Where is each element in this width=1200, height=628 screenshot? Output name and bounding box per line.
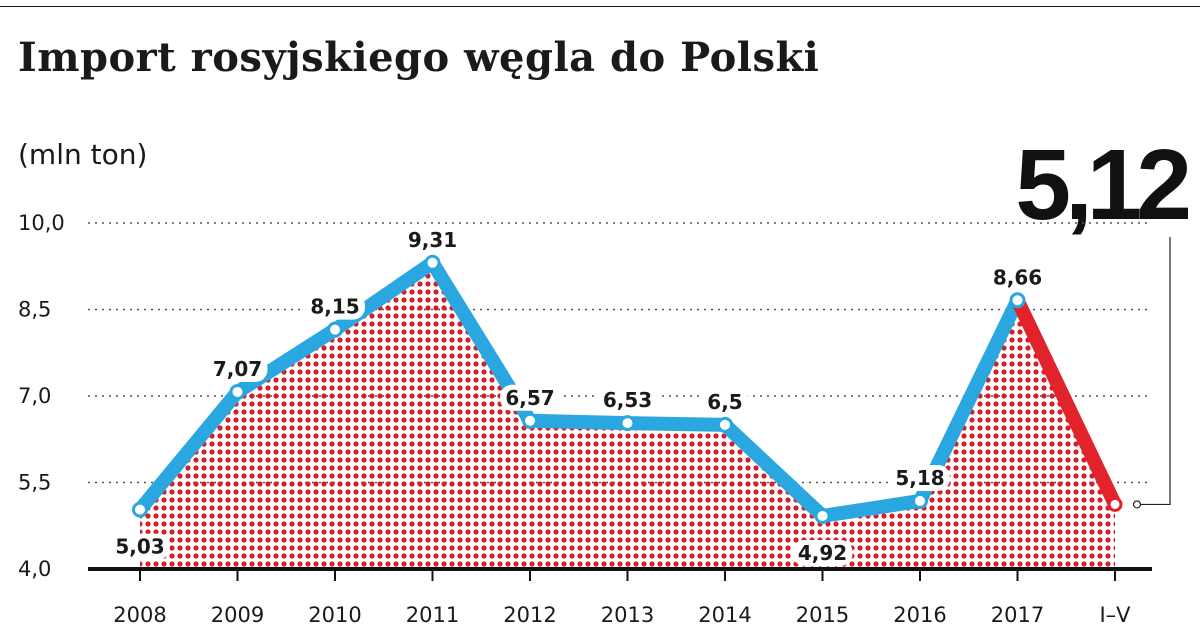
x-tick-label: I–V bbox=[1099, 603, 1131, 627]
y-tick-label: 4,0 bbox=[18, 557, 51, 581]
data-point bbox=[327, 321, 343, 338]
data-label: 8,66 bbox=[993, 265, 1042, 289]
x-tick-label: 2015 bbox=[796, 603, 849, 627]
x-tick-label: 2012 bbox=[503, 603, 556, 627]
x-tick-label: 2009 bbox=[211, 603, 264, 627]
data-label: 6,57 bbox=[505, 386, 554, 410]
data-label: 4,92 bbox=[798, 541, 847, 565]
data-label: 8,15 bbox=[310, 295, 359, 319]
data-point bbox=[1009, 292, 1026, 309]
x-tick-label: 2010 bbox=[308, 603, 361, 627]
data-point bbox=[619, 415, 636, 432]
data-point bbox=[424, 254, 441, 271]
x-tick-label: 2014 bbox=[698, 603, 751, 627]
data-label-bg bbox=[500, 384, 560, 411]
data-point bbox=[717, 416, 733, 433]
series-line bbox=[133, 255, 1025, 523]
x-tick-label: 2013 bbox=[601, 603, 654, 627]
unit-label: (mln ton) bbox=[18, 138, 148, 171]
y-tick-label: 5,5 bbox=[18, 471, 51, 495]
data-label: 7,07 bbox=[213, 357, 262, 381]
x-tick-label: 2016 bbox=[893, 603, 946, 627]
y-tick-label: 10,0 bbox=[18, 211, 65, 235]
data-label: 5,03 bbox=[115, 535, 164, 559]
data-point bbox=[132, 501, 148, 518]
data-label-bg bbox=[597, 387, 658, 414]
callout-dot bbox=[1132, 500, 1142, 509]
y-tick-label: 8,5 bbox=[18, 298, 51, 322]
data-point bbox=[912, 492, 928, 509]
data-point bbox=[1107, 496, 1123, 512]
data-label: 9,31 bbox=[408, 228, 457, 252]
data-label-bg bbox=[110, 533, 170, 560]
data-label-bg bbox=[207, 355, 268, 382]
data-label: 6,5 bbox=[707, 390, 742, 414]
callout-connector bbox=[1137, 237, 1171, 506]
data-point bbox=[522, 412, 538, 429]
x-tick-label: 2017 bbox=[991, 603, 1044, 627]
data-label-bg bbox=[701, 388, 749, 415]
data-label-bg bbox=[890, 464, 950, 491]
x-tick-label: 2011 bbox=[406, 603, 459, 627]
area-fill bbox=[140, 262, 1115, 569]
data-point bbox=[814, 507, 831, 524]
top-rule bbox=[0, 6, 1200, 7]
chart-title: Import rosyjskiego węgla do Polski bbox=[18, 34, 820, 81]
data-label-bg bbox=[987, 264, 1048, 291]
highlight-segment bbox=[1010, 293, 1122, 512]
data-label: 6,53 bbox=[603, 388, 652, 412]
data-label-bg bbox=[792, 539, 853, 566]
data-point bbox=[229, 383, 246, 400]
y-tick-label: 7,0 bbox=[18, 384, 51, 408]
data-label: 5,18 bbox=[895, 466, 944, 490]
data-label-bg bbox=[305, 293, 365, 320]
data-label-bg bbox=[402, 226, 463, 253]
x-tick-label: 2008 bbox=[113, 603, 166, 627]
